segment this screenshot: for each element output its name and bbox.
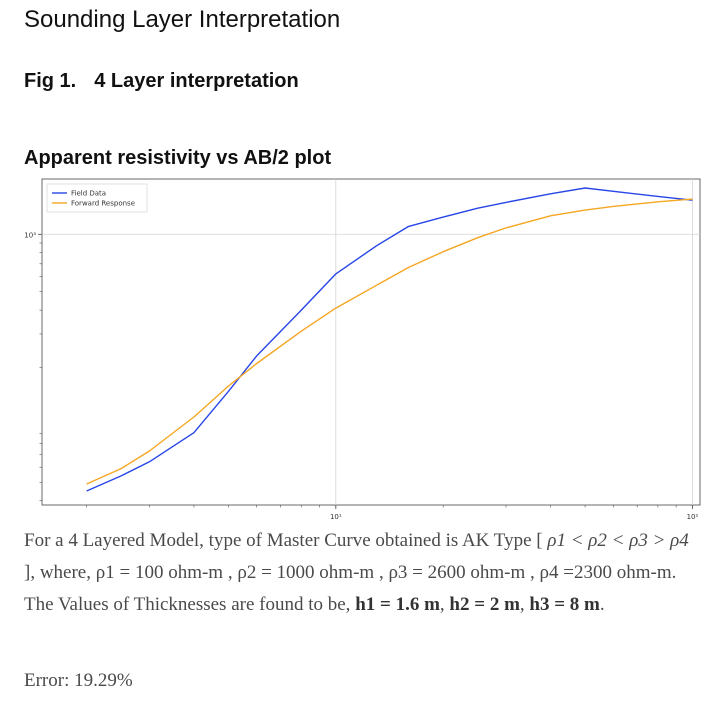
summary-middle: ], where, xyxy=(24,562,96,583)
interpretation-summary: For a 4 Layered Model, type of Master Cu… xyxy=(24,525,696,621)
summary-prefix: For a 4 Layered Model, type of Master Cu… xyxy=(24,530,547,551)
resistivity-chart: 10¹ 10² 10³ Field Data Forward Response xyxy=(0,0,708,525)
rho4-value: ρ4 =2300 ohm-m xyxy=(540,562,672,583)
h3-value: h3 = 8 m xyxy=(529,594,599,615)
rho1-value: ρ1 = 100 ohm-m xyxy=(96,562,223,583)
x-tick-label: 10¹ xyxy=(330,513,342,521)
x-tick-label: 10² xyxy=(687,513,699,521)
rho3-value: ρ3 = 2600 ohm-m xyxy=(388,562,525,583)
h1-value: h1 = 1.6 m xyxy=(355,594,440,615)
rho-relation: ρ1 < ρ2 < ρ3 > ρ4 xyxy=(547,530,688,551)
h2-value: h2 = 2 m xyxy=(449,594,519,615)
legend-label: Forward Response xyxy=(71,200,135,208)
y-tick-label: 10³ xyxy=(24,231,36,239)
summary-end: . xyxy=(600,594,605,615)
legend-box xyxy=(47,184,147,212)
error-value: Error: 19.29% xyxy=(24,670,133,692)
legend-label: Field Data xyxy=(71,190,106,198)
rho2-value: ρ2 = 1000 ohm-m xyxy=(237,562,374,583)
